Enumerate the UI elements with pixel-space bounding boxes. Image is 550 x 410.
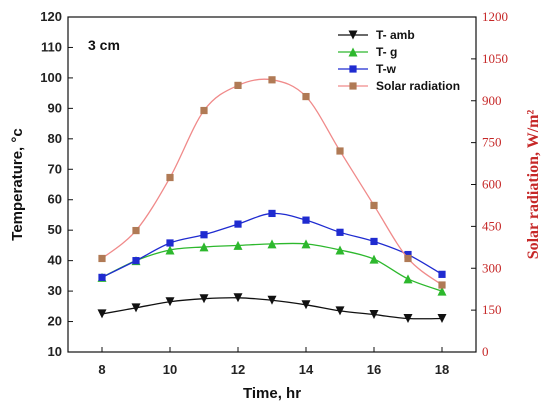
right-tick-label: 900	[482, 93, 502, 108]
data-point	[98, 254, 106, 263]
right-tick-label: 450	[482, 218, 502, 233]
data-point	[404, 254, 412, 263]
right-tick-label: 750	[482, 135, 502, 150]
right-tick-label: 0	[482, 344, 489, 359]
right-axis-ticks: 0 150 300 450 600 750 900 1050 1200	[471, 9, 508, 359]
data-point	[233, 293, 243, 303]
series-group	[98, 76, 446, 289]
legend-label: T- amb	[376, 28, 415, 42]
right-tick-label: 600	[482, 177, 502, 192]
right-tick-label: 1050	[482, 51, 508, 66]
left-tick-label: 100	[40, 70, 62, 85]
legend-marker	[349, 82, 357, 90]
data-point	[233, 240, 243, 250]
data-point	[268, 76, 276, 84]
data-point	[404, 250, 412, 259]
legend-label: T-w	[376, 62, 397, 76]
left-tick-label: 50	[48, 222, 62, 237]
data-point	[166, 239, 174, 247]
data-point	[336, 147, 344, 155]
data-point	[437, 314, 447, 323]
legend-marker	[348, 30, 358, 40]
data-point	[302, 216, 310, 224]
x-tick-label: 8	[98, 362, 105, 377]
data-point	[200, 106, 208, 115]
legend-marker	[348, 47, 358, 57]
x-tick-label: 16	[367, 362, 381, 377]
y-axis-left-title: Temperature, °c	[9, 128, 26, 240]
data-point	[267, 295, 277, 305]
data-point	[403, 274, 413, 284]
x-tick-label: 10	[163, 362, 177, 377]
data-point	[131, 303, 141, 313]
data-point	[165, 245, 175, 255]
x-tick-label: 12	[231, 362, 245, 377]
data-point	[370, 237, 378, 246]
left-tick-label: 110	[41, 39, 62, 54]
legend: T- amb T- g T-w Solar radiation	[338, 28, 460, 93]
data-point	[302, 92, 310, 101]
annotation-label: 3 cm	[88, 37, 120, 53]
y-axis-right-title: Solar radiation, W/m²	[525, 110, 542, 260]
data-point	[301, 239, 311, 249]
left-tick-label: 40	[48, 253, 62, 268]
series-group	[97, 239, 447, 296]
data-point	[98, 273, 106, 281]
data-point	[199, 294, 209, 304]
data-point	[336, 228, 344, 236]
data-point	[267, 239, 277, 249]
legend-label: Solar radiation	[376, 79, 460, 93]
data-point	[234, 81, 242, 89]
left-tick-label: 30	[48, 283, 62, 298]
legend-marker	[349, 65, 357, 73]
data-point	[166, 173, 174, 182]
left-tick-label: 90	[48, 100, 62, 115]
data-point	[335, 245, 345, 255]
data-point	[132, 226, 140, 235]
data-point	[234, 220, 242, 228]
left-tick-label: 10	[48, 344, 62, 359]
left-tick-label: 60	[48, 192, 62, 207]
data-point	[268, 209, 276, 218]
left-tick-label: 70	[48, 161, 62, 176]
left-tick-label: 120	[40, 9, 62, 24]
data-point	[199, 242, 209, 252]
series-group	[97, 293, 447, 323]
data-point	[438, 281, 446, 289]
right-tick-label: 150	[482, 302, 502, 317]
x-tick-label: 14	[299, 362, 314, 377]
legend-label: T- g	[376, 45, 397, 59]
data-point	[370, 201, 378, 210]
right-tick-label: 300	[482, 260, 502, 275]
left-axis-ticks: 10 20 30 40 50 60 70 80 90 100 110 120	[40, 9, 73, 359]
data-point	[403, 314, 413, 323]
data-point	[335, 306, 345, 316]
left-tick-label: 80	[48, 131, 62, 146]
right-tick-label: 1200	[482, 9, 508, 24]
data-point	[438, 270, 446, 278]
left-tick-label: 20	[48, 314, 62, 329]
plot-frame	[67, 16, 477, 353]
data-point	[301, 300, 311, 310]
x-axis-ticks: 8 10 12 14 16 18	[98, 347, 449, 377]
data-point	[97, 309, 107, 319]
data-point	[437, 286, 447, 296]
data-point	[132, 257, 140, 265]
data-point	[200, 231, 208, 239]
series-group	[98, 209, 446, 281]
data-point	[369, 254, 379, 264]
data-point	[369, 310, 379, 320]
series-layer	[97, 76, 447, 323]
data-point	[165, 297, 175, 307]
x-tick-label: 18	[435, 362, 449, 377]
series-line	[101, 242, 443, 292]
x-axis-title: Time, hr	[243, 385, 301, 402]
